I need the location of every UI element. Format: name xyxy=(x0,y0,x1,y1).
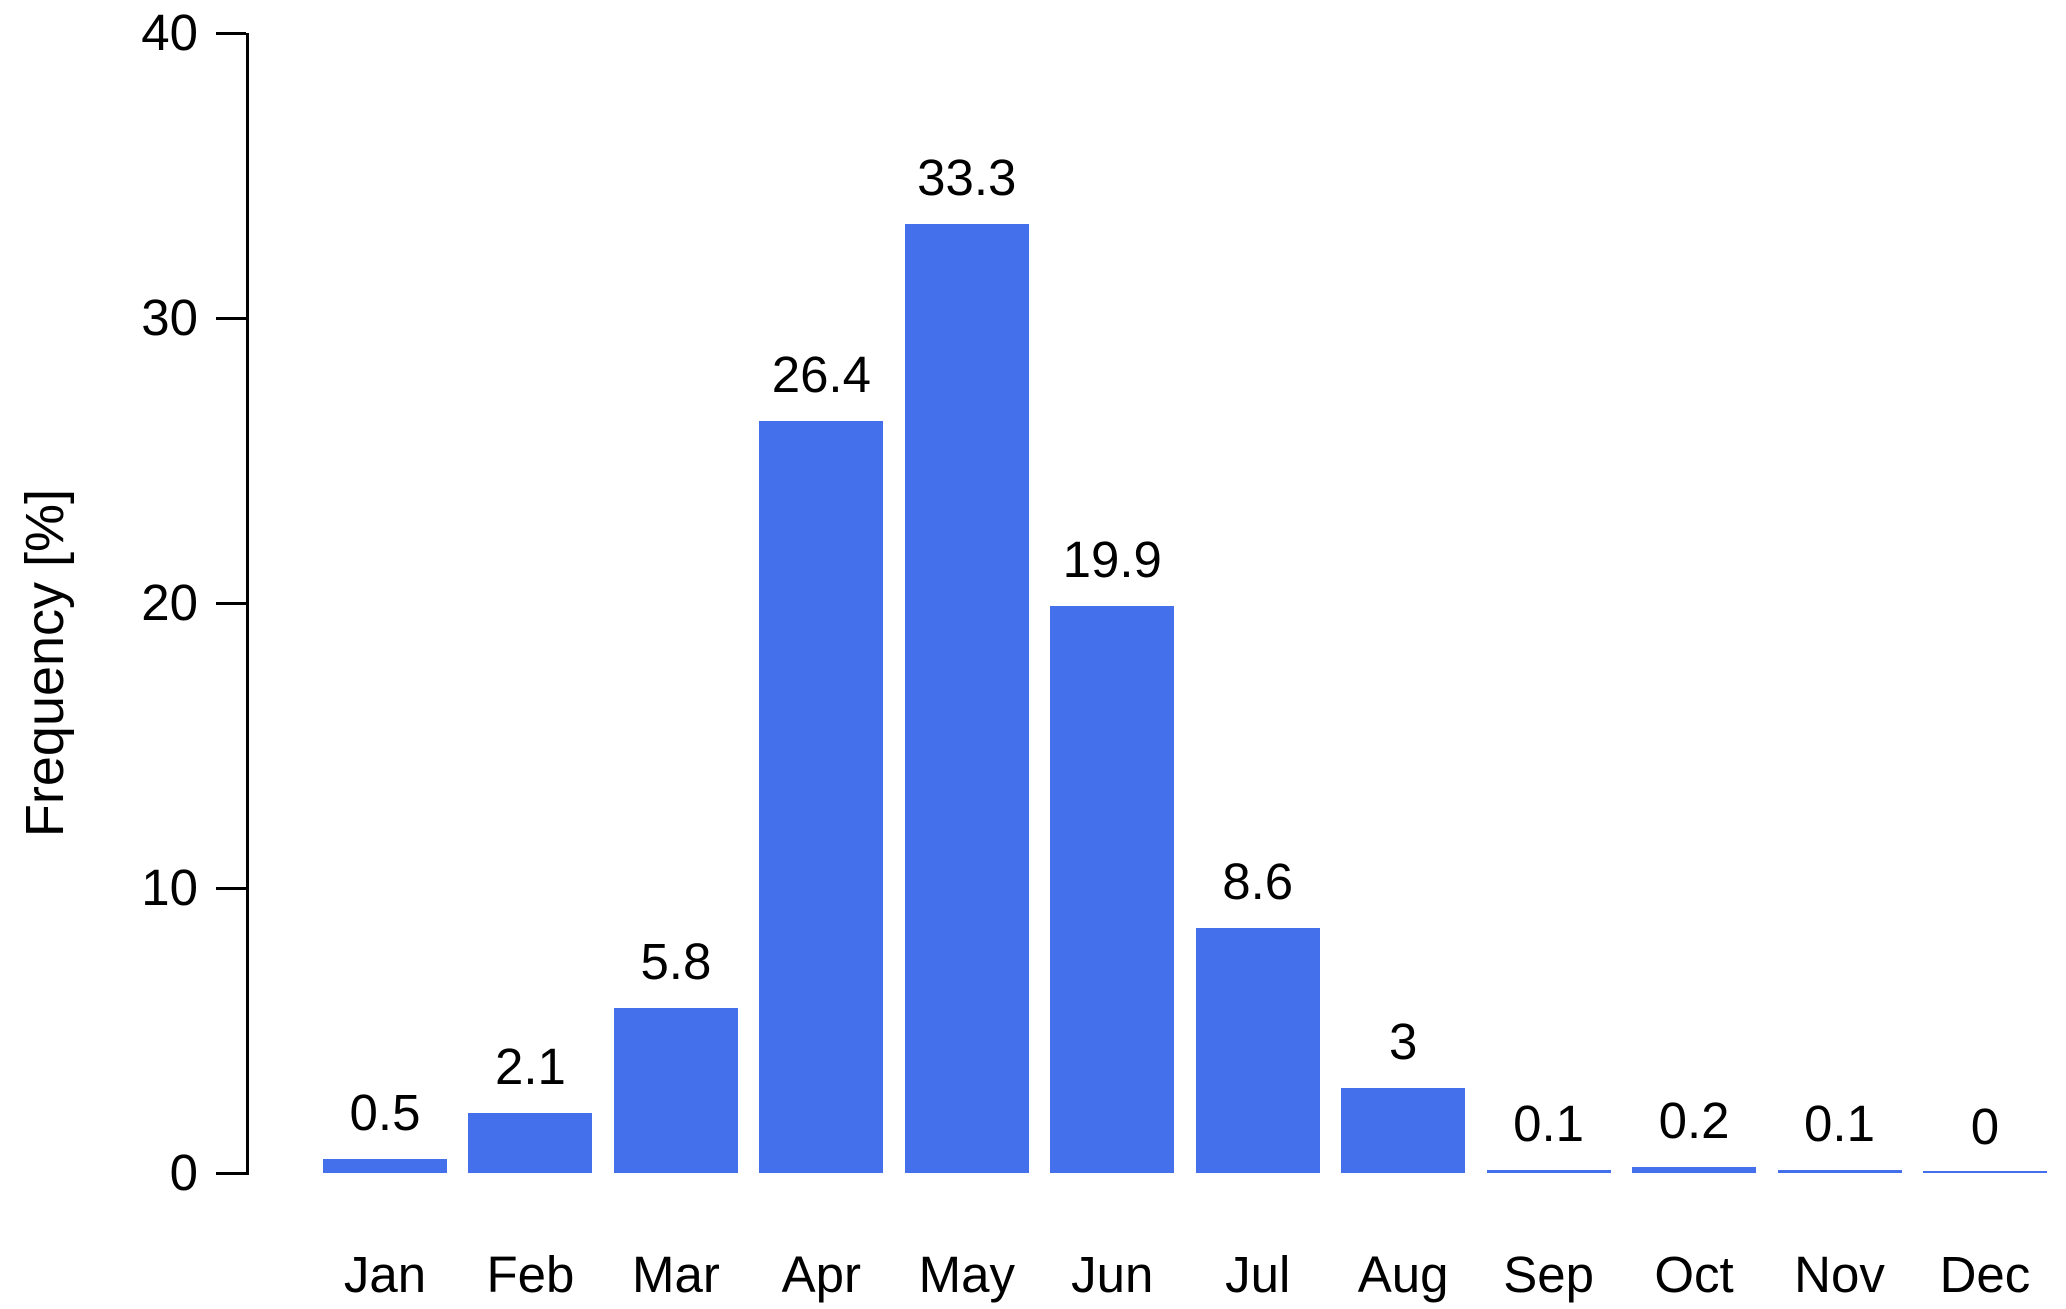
y-axis-tick xyxy=(216,1172,246,1175)
bar-value-label-sep: 0.1 xyxy=(1513,1095,1585,1153)
y-axis-tick-label: 0 xyxy=(169,1144,198,1201)
bar-value-label-mar: 5.8 xyxy=(640,932,712,990)
bar-mar xyxy=(613,1007,738,1173)
bar-value-label-may: 33.3 xyxy=(917,148,1017,206)
bar-sep xyxy=(1486,1170,1611,1173)
y-axis-line xyxy=(246,33,249,1175)
y-axis-tick xyxy=(216,887,246,890)
bar-jun xyxy=(1050,605,1175,1173)
x-axis-category-label-jul: Jul xyxy=(1225,1246,1291,1303)
bar-value-label-dec: 0 xyxy=(1970,1098,2000,1155)
y-axis-tick-label: 10 xyxy=(141,859,198,916)
y-axis-tick-label: 20 xyxy=(141,574,198,631)
bar-value-label-jan: 0.5 xyxy=(349,1083,421,1141)
bar-value-label-jul: 8.6 xyxy=(1222,852,1294,910)
x-axis-category-label-sep: Sep xyxy=(1503,1246,1594,1303)
y-axis-tick xyxy=(216,32,246,35)
x-axis-category-label-aug: Aug xyxy=(1357,1246,1449,1303)
bar-dec xyxy=(1922,1170,2047,1173)
x-axis-category-label-dec: Dec xyxy=(1939,1246,2031,1303)
bar-value-label-apr: 26.4 xyxy=(771,345,871,403)
bar-jul xyxy=(1195,927,1320,1173)
y-axis-tick-label: 40 xyxy=(141,4,198,61)
bar-value-label-feb: 2.1 xyxy=(494,1038,566,1096)
bar-feb xyxy=(468,1113,593,1173)
bar-value-label-nov: 0.1 xyxy=(1804,1095,1875,1153)
y-axis-tick xyxy=(216,317,246,320)
bar-oct xyxy=(1632,1167,1757,1173)
x-axis-category-label-oct: Oct xyxy=(1654,1246,1734,1303)
bar-value-label-jun: 19.9 xyxy=(1062,530,1162,588)
x-axis-category-label-mar: Mar xyxy=(631,1246,720,1303)
x-axis-category-label-jan: Jan xyxy=(343,1246,427,1303)
x-axis-category-label-jun: Jun xyxy=(1071,1246,1154,1303)
bar-nov xyxy=(1777,1170,1902,1173)
x-axis-category-label-feb: Feb xyxy=(486,1246,575,1303)
x-axis-category-label-may: May xyxy=(918,1246,1015,1303)
bar-value-label-aug: 3 xyxy=(1388,1012,1418,1070)
x-axis-category-label-apr: Apr xyxy=(781,1246,862,1303)
x-axis-category-label-nov: Nov xyxy=(1794,1246,1885,1303)
bar-apr xyxy=(759,420,884,1173)
bar-aug xyxy=(1341,1087,1466,1173)
bar-value-label-oct: 0.2 xyxy=(1658,1092,1730,1150)
y-axis-tick xyxy=(216,602,246,605)
y-axis-tick-label: 30 xyxy=(141,289,198,346)
bar-may xyxy=(904,223,1029,1173)
bar-jan xyxy=(323,1158,447,1173)
